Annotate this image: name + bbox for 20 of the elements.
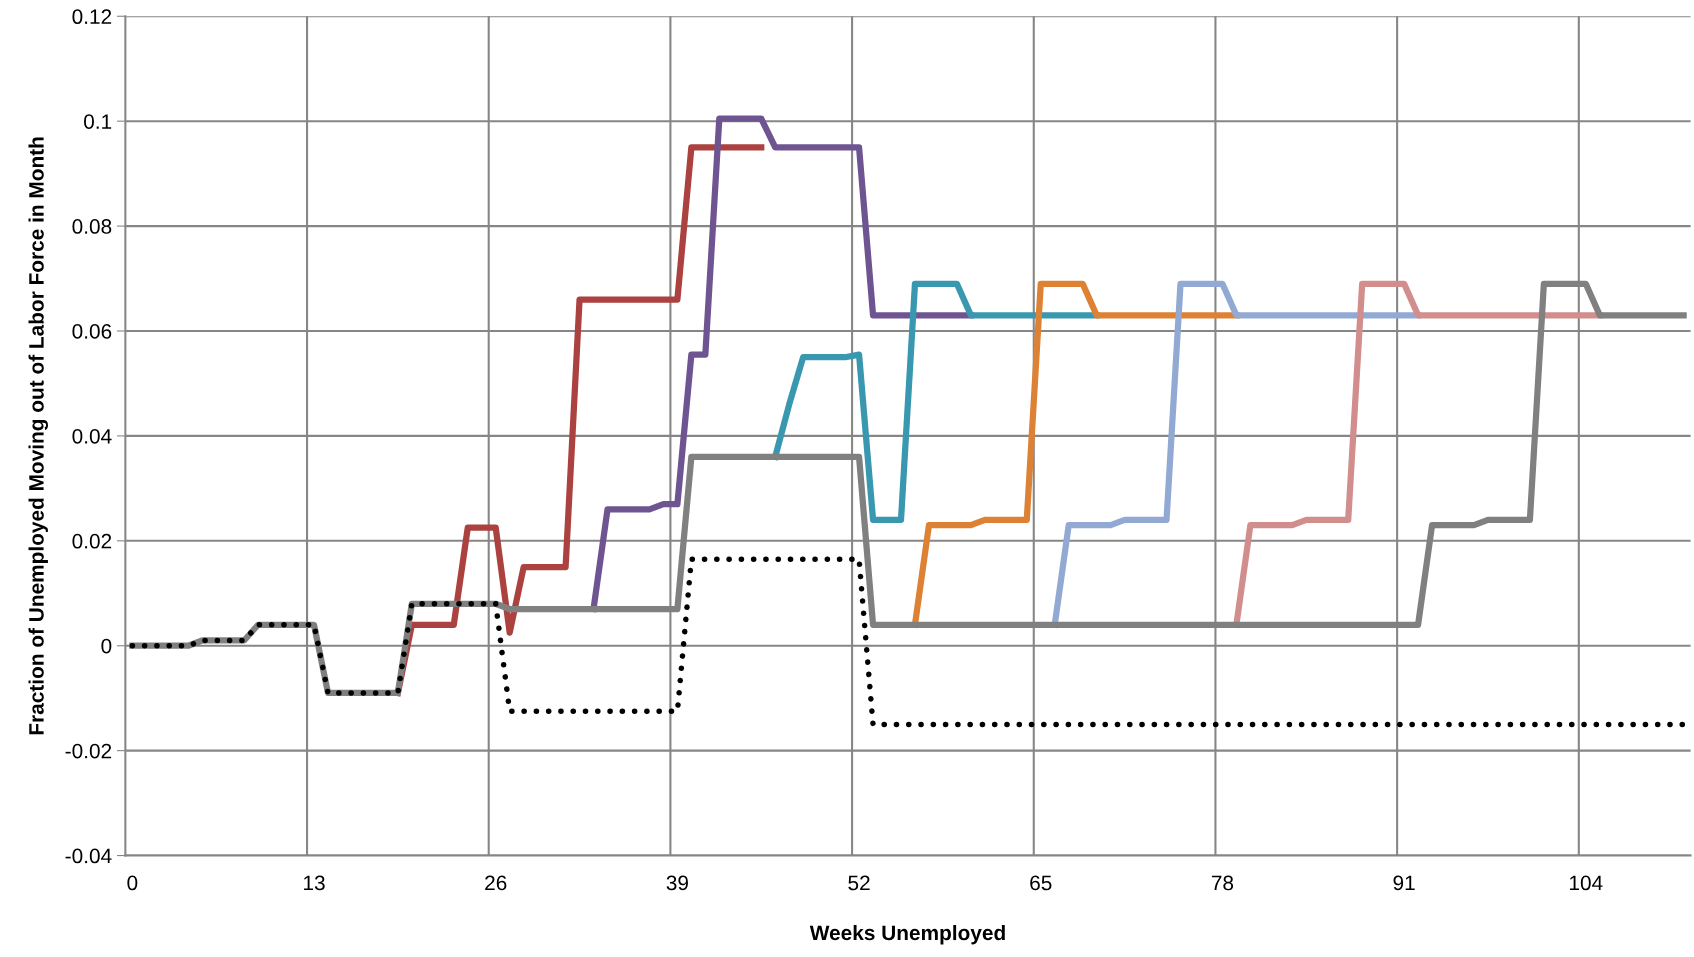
x-tick-label: 91 [1393, 875, 1415, 891]
x-tick-label: 39 [666, 875, 688, 891]
y-tick-label: 0 [101, 638, 112, 654]
x-tick-label: 0 [127, 875, 138, 891]
y-tick-label: 0.12 [72, 9, 112, 25]
y-axis-title: Fraction of Unemployed Moving out of Labor Force in Month [28, 137, 49, 735]
y-tick-label: 0.02 [72, 533, 112, 549]
y-tick-label: -0.02 [65, 743, 112, 759]
x-tick-label: 13 [304, 875, 325, 891]
x-tick-label: 104 [1570, 875, 1603, 891]
x-tick-label: 65 [1030, 875, 1052, 891]
y-tick-label: -0.04 [65, 848, 112, 864]
x-tick-label: 52 [848, 875, 870, 891]
y-tick-label: 0.08 [72, 219, 112, 234]
y-tick-label: 0.06 [72, 324, 112, 339]
y-tick-label: 0.04 [72, 428, 112, 444]
x-axis-title: Weeks Unemployed [809, 924, 1005, 945]
x-tick-label: 78 [1211, 875, 1234, 891]
y-tick-label: 0.1 [84, 114, 112, 129]
x-tick-label: 26 [485, 875, 507, 891]
